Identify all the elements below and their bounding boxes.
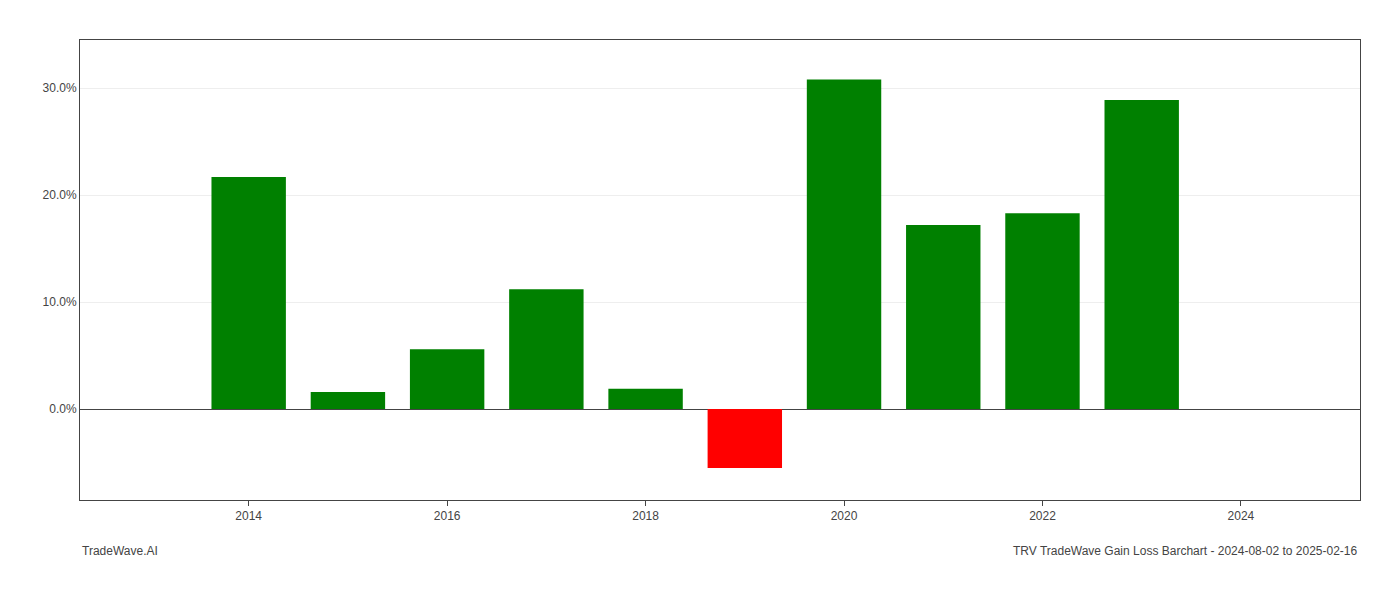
svg-text:30.0%: 30.0% — [43, 81, 77, 95]
svg-text:2024: 2024 — [1228, 509, 1255, 523]
svg-text:20.0%: 20.0% — [43, 188, 77, 202]
svg-text:2016: 2016 — [434, 509, 461, 523]
svg-text:2018: 2018 — [632, 509, 659, 523]
svg-text:TradeWave.AI: TradeWave.AI — [82, 544, 158, 558]
svg-text:2022: 2022 — [1029, 509, 1056, 523]
svg-text:TRV TradeWave Gain Loss Barcha: TRV TradeWave Gain Loss Barchart - 2024-… — [1013, 544, 1358, 558]
svg-text:0.0%: 0.0% — [49, 402, 77, 416]
svg-text:2020: 2020 — [831, 509, 858, 523]
svg-text:2014: 2014 — [235, 509, 262, 523]
svg-text:10.0%: 10.0% — [43, 295, 77, 309]
